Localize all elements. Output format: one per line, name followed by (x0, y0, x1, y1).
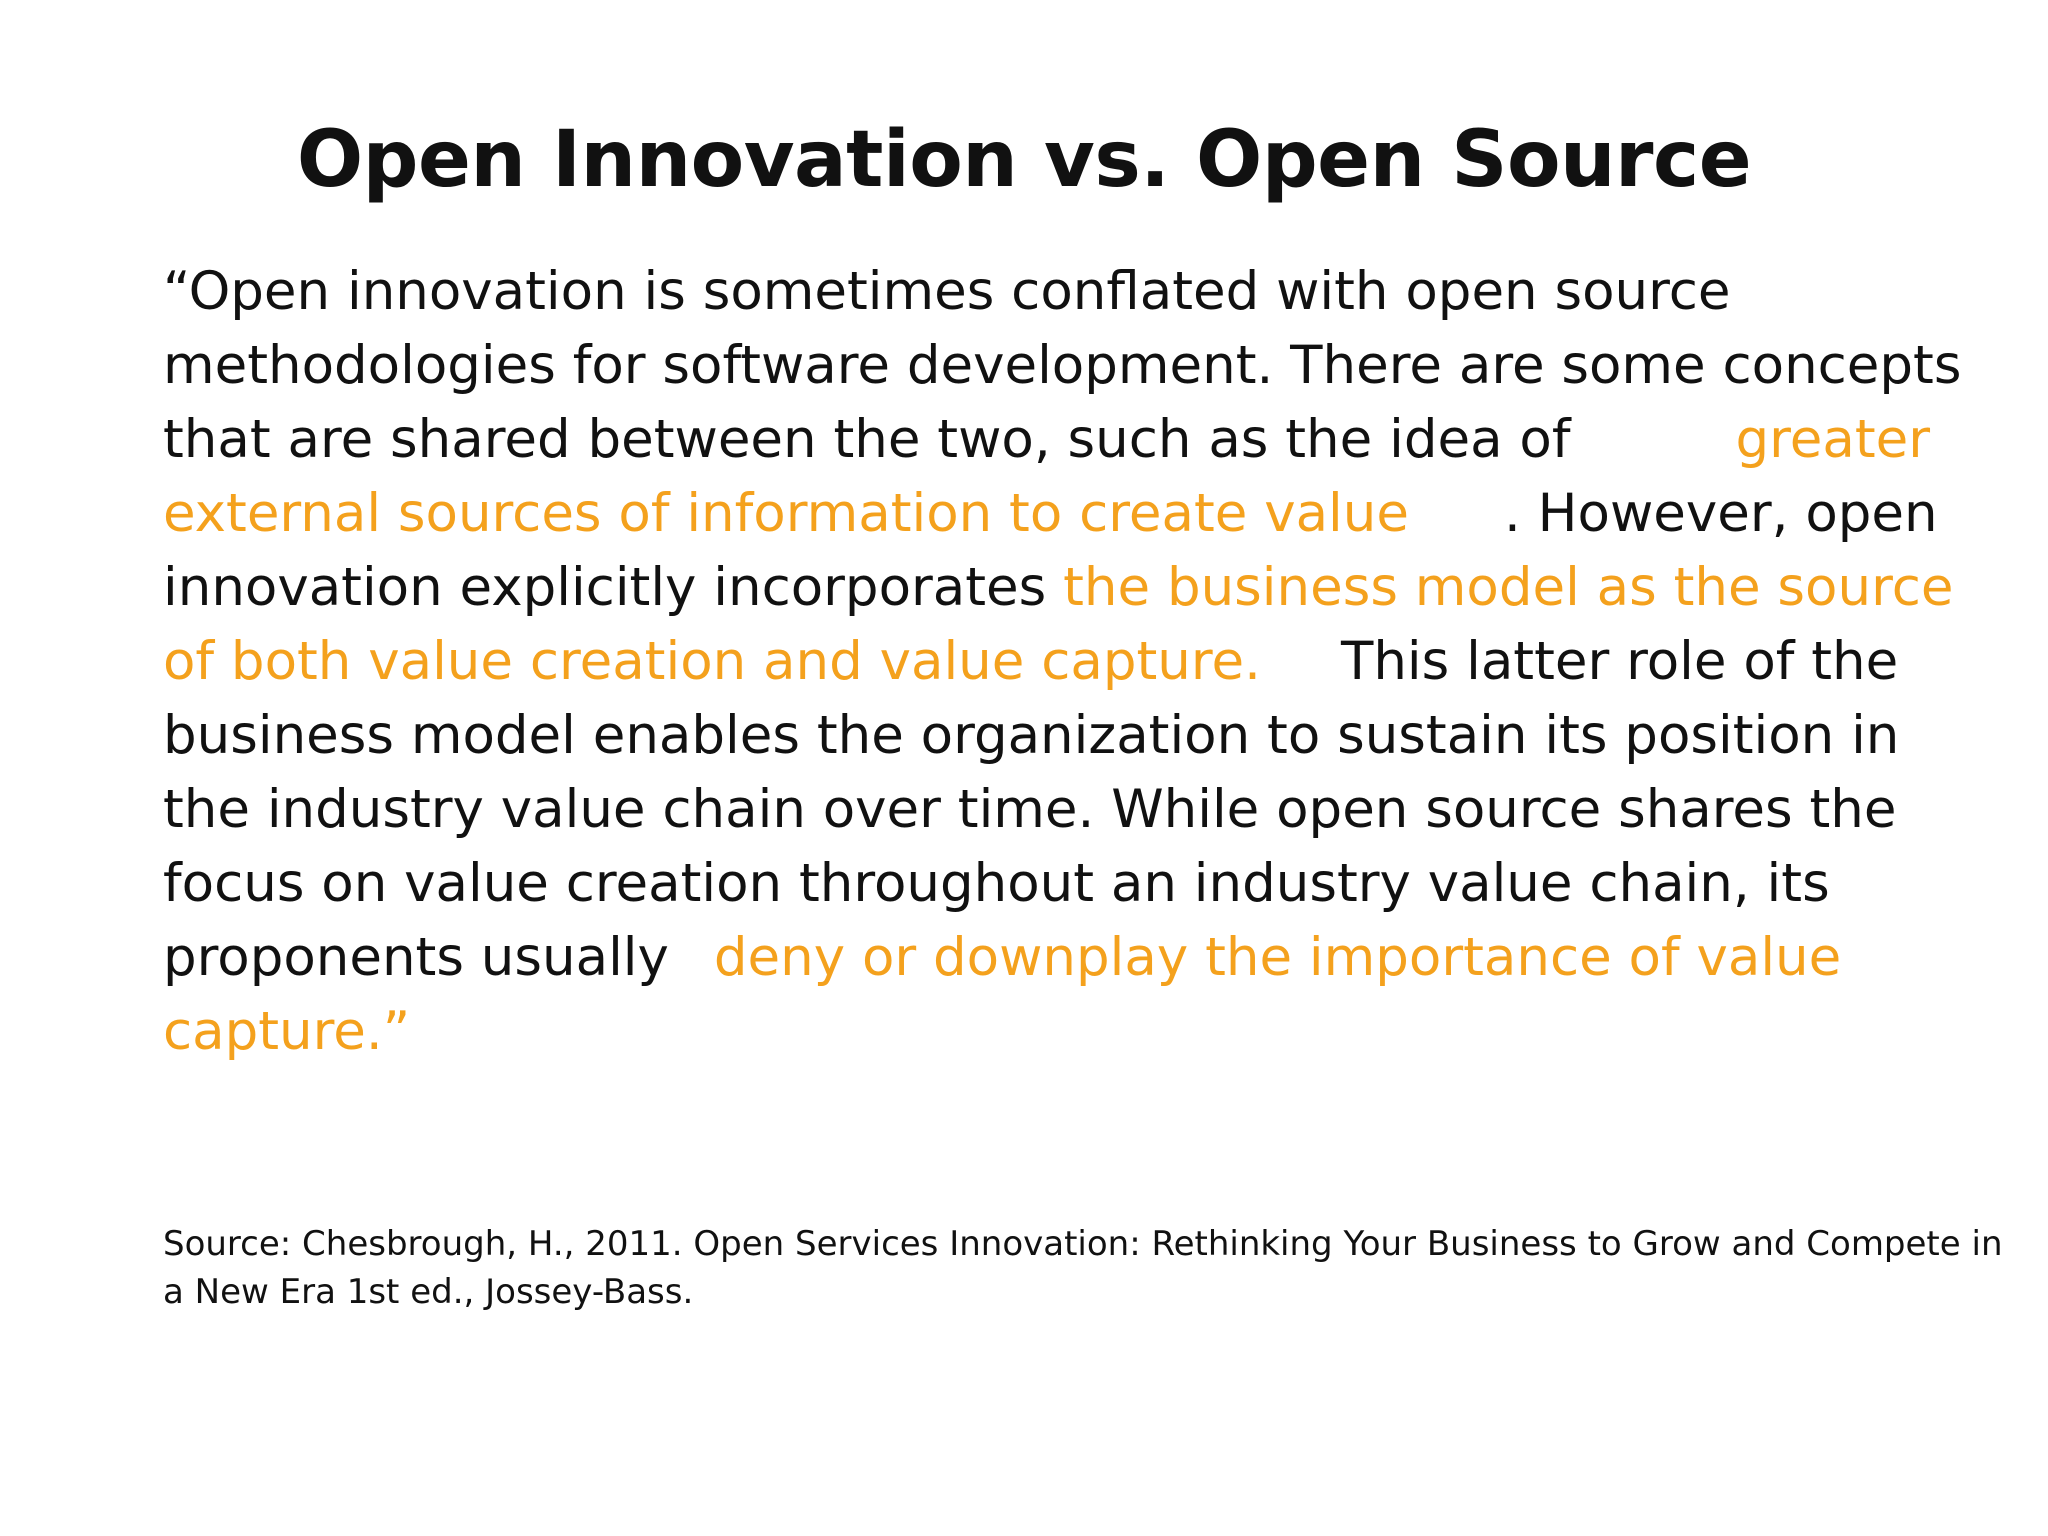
quote-line: proponents usually deny or downplay the i… (163, 921, 1993, 995)
quote-line: methodologies for software development. … (163, 329, 1993, 403)
quote-block: “Open innovation is sometimes conflated … (163, 255, 1993, 1069)
quote-text: focus on value creation throughout an in… (163, 853, 1830, 914)
quote-text: the industry value chain over time. Whil… (163, 779, 1897, 840)
slide-title: Open Innovation vs. Open Source (296, 115, 1752, 205)
source-line: a New Era 1st ed., Jossey-Bass. (163, 1272, 694, 1312)
quote-line: innovation explicitly incorporates the b… (163, 551, 1993, 625)
quote-text: proponents usually (163, 927, 669, 988)
highlighted-phrase: the business model as the source (1063, 557, 1954, 618)
source-line: Source: Chesbrough, H., 2011. Open Servi… (163, 1224, 2003, 1264)
quote-text: . However, open (1503, 483, 1938, 544)
quote-text: methodologies for software development. … (163, 335, 1962, 396)
quote-line: focus on value creation throughout an in… (163, 847, 1993, 921)
quote-text: innovation explicitly incorporates (163, 557, 1064, 618)
quote-text: This latter role of the (1340, 631, 1899, 692)
highlighted-phrase: deny or downplay the importance of value (713, 927, 1842, 988)
highlighted-phrase: capture.” (163, 1001, 411, 1062)
quote-text: that are shared between the two, such as… (163, 409, 1571, 470)
source-citation: Source: Chesbrough, H., 2011. Open Servi… (163, 1220, 2013, 1316)
quote-line: capture.” (163, 995, 1993, 1069)
highlighted-phrase: of both value creation and value capture… (163, 631, 1261, 692)
quote-line: external sources of information to creat… (163, 477, 1993, 551)
quote-line: business model enables the organization … (163, 699, 1993, 773)
highlighted-phrase: greater (1735, 409, 1931, 470)
quote-text: business model enables the organization … (163, 705, 1900, 766)
quote-line: of both value creation and value capture… (163, 625, 1993, 699)
quote-text: “Open innovation is sometimes conflated … (163, 261, 1731, 322)
quote-line: the industry value chain over time. Whil… (163, 773, 1993, 847)
quote-line: that are shared between the two, such as… (163, 403, 1993, 477)
highlighted-phrase: external sources of information to creat… (163, 483, 1409, 544)
quote-line: “Open innovation is sometimes conflated … (163, 255, 1993, 329)
